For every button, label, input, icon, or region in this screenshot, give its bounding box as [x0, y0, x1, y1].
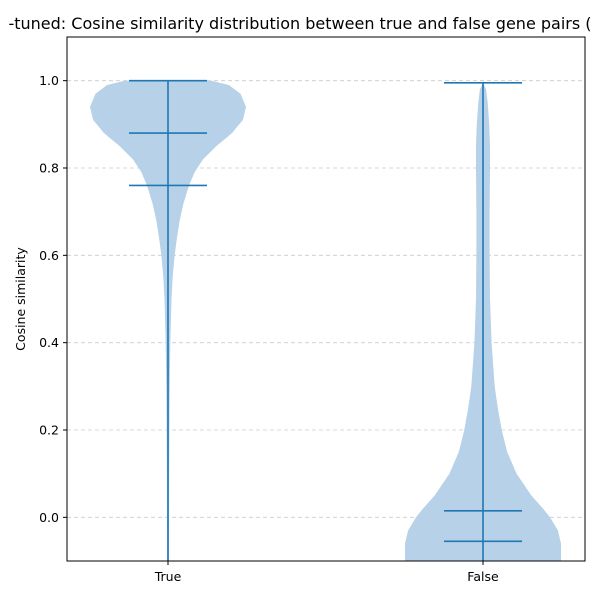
- y-tick-label: 1.0: [39, 73, 59, 88]
- y-axis-label: Cosine similarity: [13, 247, 28, 351]
- violin-true: [90, 79, 246, 561]
- plot-frame: [66, 36, 586, 562]
- violins: [90, 79, 561, 561]
- y-tick-label: 0.4: [39, 335, 59, 350]
- x-tick-label: True: [154, 569, 182, 584]
- violin-false: [405, 82, 561, 561]
- axes: 0.0 0.2 0.4 0.6 0.8 1.0 True False: [39, 36, 586, 584]
- y-tick-label: 0.6: [39, 248, 59, 263]
- y-tick-label: 0.0: [39, 510, 59, 525]
- y-tick-label: 0.8: [39, 161, 59, 176]
- chart-title: -tuned: Cosine similarity distribution b…: [8, 14, 591, 33]
- x-tick-label: False: [467, 569, 499, 584]
- y-tick-label: 0.2: [39, 423, 59, 438]
